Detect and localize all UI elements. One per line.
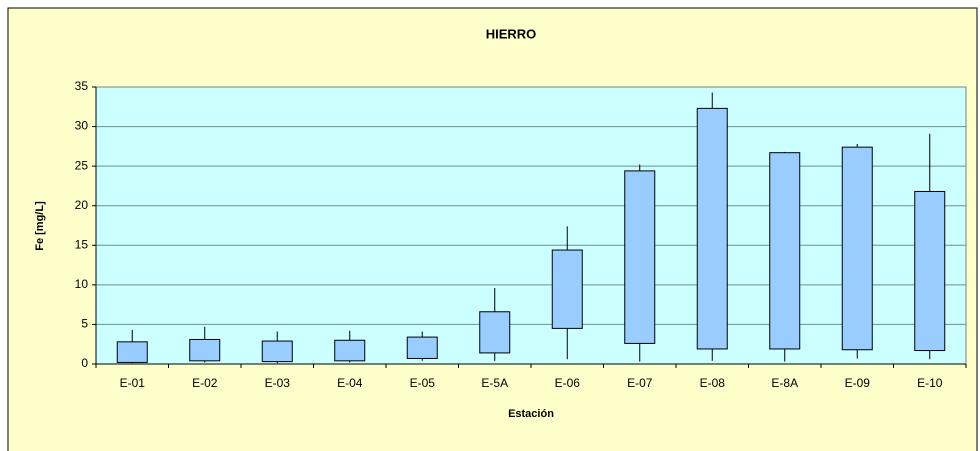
box bbox=[624, 170, 656, 344]
x-tick-label: E-05 bbox=[410, 376, 436, 390]
x-tick-label: E-8A bbox=[771, 376, 798, 390]
box bbox=[479, 311, 511, 354]
box bbox=[406, 336, 438, 359]
y-tick-label: 5 bbox=[81, 317, 88, 331]
x-axis-label: Estación bbox=[508, 408, 554, 420]
plot-area bbox=[95, 86, 967, 365]
x-tick-label: E-07 bbox=[627, 376, 653, 390]
chart-title: HIERRO bbox=[486, 26, 537, 41]
y-tick-label: 30 bbox=[75, 119, 89, 133]
x-tick-label: E-04 bbox=[337, 376, 363, 390]
box bbox=[769, 152, 801, 350]
y-tick-label: 0 bbox=[81, 356, 88, 370]
x-tick-label: E-06 bbox=[555, 376, 581, 390]
x-tick-label: E-03 bbox=[265, 376, 291, 390]
box bbox=[261, 340, 293, 363]
x-tick-label: E-09 bbox=[845, 376, 871, 390]
y-tick-label: 25 bbox=[75, 158, 89, 172]
box bbox=[696, 107, 728, 350]
box bbox=[551, 249, 583, 329]
box bbox=[841, 146, 873, 351]
y-tick-label: 20 bbox=[75, 198, 89, 212]
x-tick-label: E-08 bbox=[700, 376, 726, 390]
x-tick-label: E-10 bbox=[917, 376, 943, 390]
x-tick-label: E-01 bbox=[120, 376, 146, 390]
box bbox=[334, 339, 366, 362]
x-tick-label: E-5A bbox=[481, 376, 508, 390]
x-tick-label: E-02 bbox=[192, 376, 218, 390]
box bbox=[914, 190, 946, 352]
y-tick-label: 10 bbox=[75, 277, 89, 291]
box bbox=[189, 338, 221, 362]
y-axis-label: Fe [mg/L] bbox=[34, 201, 46, 251]
y-tick-label: 15 bbox=[75, 237, 89, 251]
y-tick-label: 35 bbox=[75, 79, 89, 93]
box bbox=[116, 341, 148, 363]
